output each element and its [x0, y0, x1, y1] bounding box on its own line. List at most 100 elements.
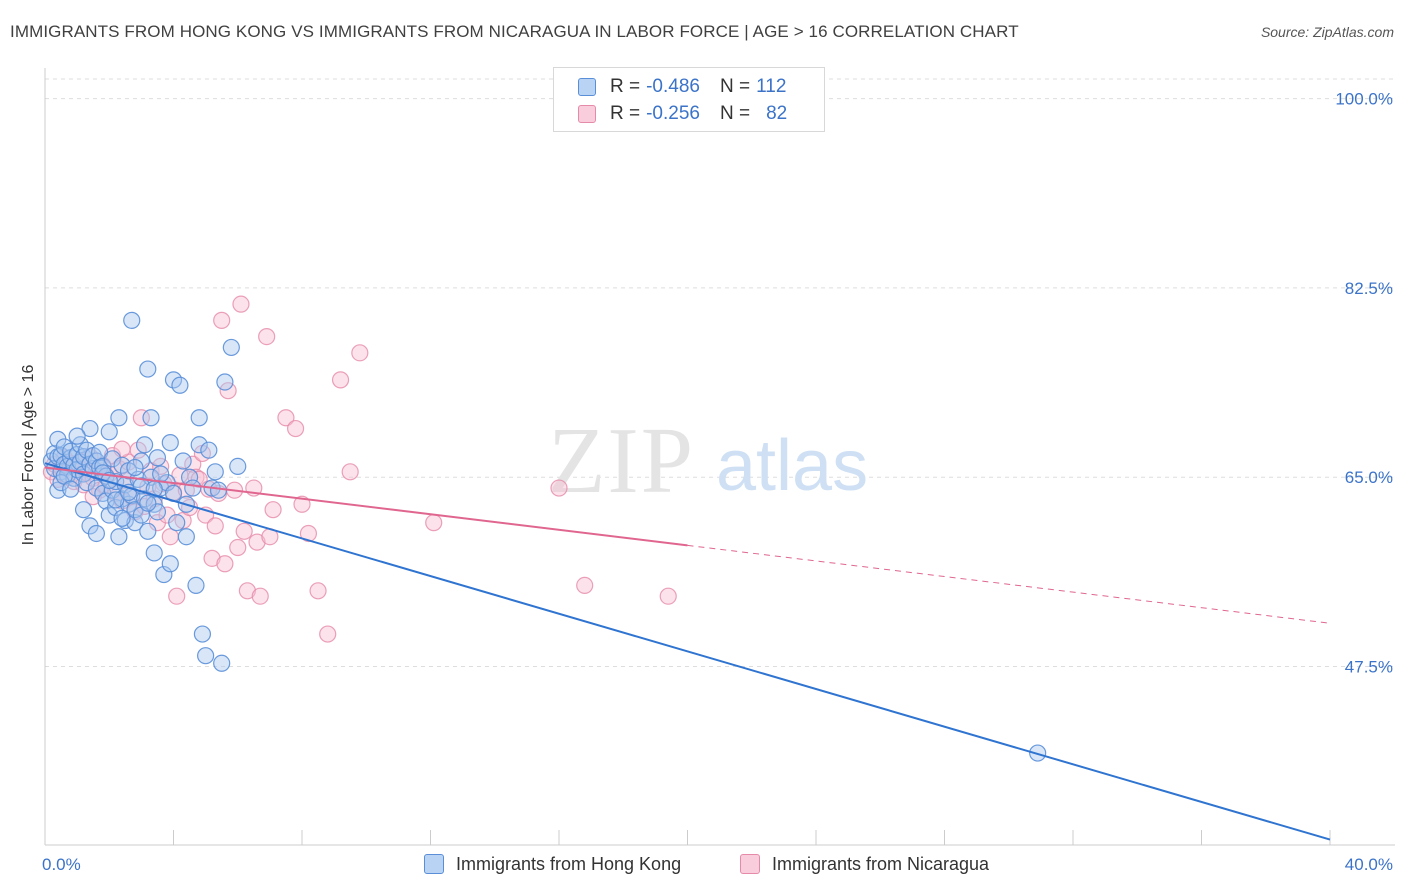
hong-kong-point	[145, 544, 163, 562]
hong-kong-point	[139, 360, 157, 378]
nicaragua-legend-label: Immigrants from Nicaragua	[772, 853, 990, 874]
hong-kong-point	[184, 479, 202, 497]
watermark: ZIP atlas	[548, 409, 868, 513]
hong-kong-point	[110, 528, 128, 546]
y-axis-label: In Labor Force | Age > 16	[20, 364, 37, 546]
hong-kong-point	[132, 452, 150, 470]
hong-kong-point	[193, 625, 212, 643]
hong-kong-point	[216, 373, 234, 391]
hong-kong-point	[126, 458, 144, 477]
hong-kong-point	[87, 524, 106, 543]
legend-n-label: N =	[719, 76, 751, 97]
hong-kong-point	[152, 465, 170, 483]
watermark-zip: ZIP	[548, 409, 695, 513]
hong-kong-point	[148, 503, 167, 521]
nicaragua-point	[232, 295, 250, 313]
nicaragua-point	[216, 555, 234, 573]
nicaragua-point	[659, 587, 677, 605]
bottom-legend-nicaragua: Immigrants from Nicaragua	[740, 852, 989, 876]
hong-kong-point	[206, 463, 224, 481]
nicaragua-point	[132, 409, 150, 427]
nicaragua-point	[229, 538, 247, 557]
bottom-legend-hong-kong: Immigrants from Hong Kong	[424, 852, 681, 876]
nicaragua-point	[184, 455, 202, 473]
hong-kong-point	[113, 509, 131, 527]
hong-kong-point	[62, 480, 80, 498]
tick-labels: 47.5% 65.0% 82.5% 100.0% 0.0% 40.0%	[42, 90, 1393, 874]
nicaragua-point	[293, 495, 311, 513]
hong-kong-point	[168, 514, 186, 532]
hong-kong-point	[123, 311, 141, 329]
legend-row-nicaragua: R = -0.256 N = 82	[578, 103, 787, 125]
hong-kong-legend-label: Immigrants from Hong Kong	[456, 853, 682, 874]
nicaragua-point	[206, 517, 224, 535]
nicaragua-point	[177, 481, 195, 499]
y-tick-label: 65.0%	[1345, 468, 1393, 487]
hong-kong-point	[103, 450, 122, 468]
hong-kong-point	[100, 423, 118, 441]
watermark-atlas: atlas	[716, 426, 868, 506]
hong-kong-legend-swatch	[424, 854, 444, 874]
nicaragua-point	[550, 479, 568, 497]
hong-kong-point	[81, 419, 99, 438]
nicaragua-point	[331, 371, 350, 389]
nicaragua-legend-swatch	[740, 854, 760, 874]
hong-kong-point	[229, 457, 247, 476]
nicaragua-point	[203, 549, 221, 567]
nicaragua-point	[351, 344, 369, 362]
nicaragua-point	[319, 625, 337, 643]
legend-n-value: 82	[766, 103, 788, 124]
hong-kong-point	[155, 565, 173, 584]
hong-kong-point	[68, 427, 86, 445]
nicaragua-point	[248, 533, 266, 551]
gridlines	[45, 78, 1395, 668]
hong-kong-point	[190, 409, 208, 427]
legend-r-value: -0.256	[646, 103, 700, 124]
legend-n-label: N =	[719, 103, 751, 124]
hong-kong-point	[187, 576, 205, 594]
hong-kong-point	[110, 409, 128, 427]
nicaragua-point	[251, 587, 269, 605]
hong-kong-point	[197, 647, 215, 665]
x-tick-label: 0.0%	[42, 855, 81, 874]
nicaragua-point	[264, 501, 282, 519]
nicaragua-point	[309, 582, 327, 600]
nicaragua-point	[277, 409, 295, 427]
legend-r-value: -0.486	[646, 76, 700, 97]
hong-kong-point	[171, 376, 189, 394]
hong-kong-swatch	[578, 78, 596, 96]
nicaragua-point	[425, 514, 443, 532]
nicaragua-point	[576, 576, 594, 594]
nicaragua-point	[258, 328, 276, 346]
nicaragua-point	[299, 524, 318, 543]
nicaragua-swatch	[578, 105, 596, 123]
hong-kong-point	[213, 654, 231, 672]
x-tick-label: 40.0%	[1345, 855, 1393, 874]
hong-kong-point	[161, 434, 179, 452]
legend-row-hong-kong: R = -0.486 N = 112	[578, 76, 786, 98]
source-note: Source: ZipAtlas.com	[1260, 24, 1394, 40]
hong-kong-point	[190, 436, 208, 454]
hong-kong-point	[177, 528, 195, 546]
nicaragua-point	[213, 311, 231, 329]
hong-kong-point	[222, 338, 240, 357]
hong-kong-point	[139, 494, 157, 512]
legend-r-label: R =	[610, 103, 641, 124]
hong-kong-point	[148, 449, 167, 467]
y-tick-label: 47.5%	[1345, 658, 1393, 677]
legend-r-label: R =	[610, 76, 641, 97]
correlation-legend: R = -0.486 N = 112 R = -0.256 N = 82	[553, 67, 825, 132]
nicaragua-point	[235, 522, 253, 540]
hong-kong-point	[174, 452, 192, 470]
y-tick-label: 100.0%	[1335, 90, 1393, 109]
nicaragua-point	[168, 587, 186, 605]
nicaragua-point	[341, 463, 359, 481]
hong-kong-point	[142, 409, 160, 427]
hong-kong-point	[74, 501, 93, 519]
chart-title: IMMIGRANTS FROM HONG KONG VS IMMIGRANTS …	[10, 22, 1019, 41]
hong-kong-point	[161, 555, 179, 573]
nicaragua-trend-extension	[687, 544, 1331, 624]
nicaragua-point	[238, 582, 256, 600]
nicaragua-trend-line	[44, 466, 688, 547]
